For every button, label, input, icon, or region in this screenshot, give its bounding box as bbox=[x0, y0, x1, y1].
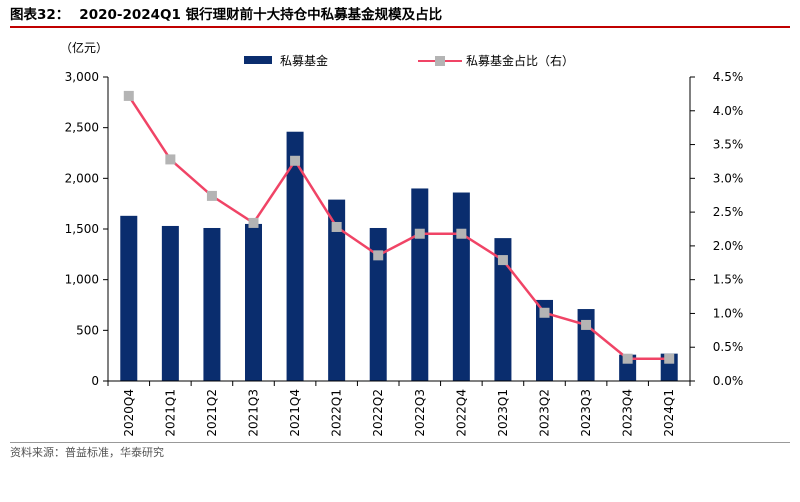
bar bbox=[245, 223, 262, 381]
share-marker bbox=[373, 250, 384, 261]
left-axis-tick-label: 3,000 bbox=[65, 70, 99, 84]
right-axis-tick-label: 3.0% bbox=[713, 171, 744, 185]
left-axis-tick-label: 500 bbox=[76, 323, 99, 337]
share-marker bbox=[165, 154, 176, 165]
left-axis-unit: （亿元） bbox=[60, 40, 108, 55]
right-axis-tick-label: 1.0% bbox=[713, 306, 744, 320]
figure-label: 图表32： bbox=[10, 7, 70, 23]
left-axis-tick-label: 2,000 bbox=[65, 171, 99, 185]
share-marker bbox=[414, 228, 425, 239]
x-axis-tick-label: 2021Q4 bbox=[288, 389, 302, 437]
legend-line-label: 私募基金占比（右） bbox=[466, 53, 574, 68]
bar bbox=[369, 227, 387, 381]
right-axis-tick-label: 1.5% bbox=[713, 273, 744, 287]
bar bbox=[120, 215, 138, 381]
share-marker bbox=[248, 217, 259, 228]
bar bbox=[161, 225, 179, 381]
right-axis-tick-label: 0.0% bbox=[713, 374, 744, 388]
x-axis-tick-label: 2024Q1 bbox=[662, 389, 676, 437]
share-marker bbox=[622, 353, 633, 364]
bar bbox=[411, 188, 429, 381]
share-marker bbox=[539, 307, 550, 318]
legend: 私募基金 私募基金占比（右） bbox=[244, 53, 574, 68]
chart: （亿元） 私募基金 私募基金占比（右） 0 500 1,000 1,500 2,000 2… bbox=[60, 40, 744, 437]
x-axis-tick-label: 2023Q3 bbox=[579, 389, 593, 437]
share-marker bbox=[123, 90, 134, 101]
bar bbox=[286, 131, 304, 381]
x-axis-tick-label: 2021Q3 bbox=[247, 389, 261, 437]
x-axis-tick-label: 2023Q2 bbox=[538, 389, 552, 437]
x-axis-tick-label: 2022Q4 bbox=[454, 389, 468, 437]
x-axis-tick-label: 2021Q2 bbox=[205, 389, 219, 437]
right-axis-tick-label: 3.5% bbox=[713, 138, 744, 152]
right-axis-tick-label: 2.5% bbox=[713, 205, 744, 219]
share-marker bbox=[206, 190, 217, 201]
bar bbox=[452, 192, 470, 381]
figure-title: 2020-2024Q1 银行理财前十大持仓中私募基金规模及占比 bbox=[79, 7, 443, 23]
plot-area: 0 500 1,000 1,500 2,000 2,500 3,000 0.0% 0.5% 1.0… bbox=[65, 70, 744, 437]
x-axis-tick-label: 2023Q1 bbox=[496, 389, 510, 437]
x-axis-tick-label: 2021Q1 bbox=[163, 389, 177, 437]
right-axis-tick-label: 2.0% bbox=[713, 239, 744, 253]
bar bbox=[328, 199, 346, 381]
share-marker bbox=[664, 353, 675, 364]
left-axis-tick-label: 2,500 bbox=[65, 121, 99, 135]
share-marker bbox=[497, 255, 508, 266]
right-axis-tick-label: 0.5% bbox=[713, 340, 744, 354]
x-axis-tick-label: 2023Q4 bbox=[621, 389, 635, 437]
figure-title-bar: 图表32： 2020-2024Q1 银行理财前十大持仓中私募基金规模及占比 bbox=[10, 2, 790, 28]
share-marker bbox=[290, 155, 301, 166]
legend-line-marker bbox=[435, 56, 445, 66]
legend-bar-swatch bbox=[244, 56, 272, 64]
bar bbox=[203, 227, 221, 381]
right-axis-tick-label: 4.5% bbox=[713, 70, 744, 84]
x-axis-tick-label: 2022Q1 bbox=[330, 389, 344, 437]
x-axis-tick-label: 2020Q4 bbox=[122, 389, 136, 437]
x-axis-tick-label: 2022Q3 bbox=[413, 389, 427, 437]
left-axis-tick-label: 1,000 bbox=[65, 273, 99, 287]
legend-bar-label: 私募基金 bbox=[280, 53, 328, 68]
share-marker bbox=[331, 221, 342, 232]
x-axis-tick-label: 2022Q2 bbox=[371, 389, 385, 437]
share-marker bbox=[456, 228, 467, 239]
left-axis-tick-label: 0 bbox=[91, 374, 99, 388]
right-axis-tick-label: 4.0% bbox=[713, 104, 744, 118]
bar bbox=[577, 309, 595, 381]
share-marker bbox=[581, 319, 592, 330]
share-line bbox=[127, 95, 670, 360]
source-note: 资料来源：普益标准，华泰研究 bbox=[10, 442, 790, 464]
bar bbox=[536, 299, 553, 381]
left-axis-tick-label: 1,500 bbox=[65, 222, 99, 236]
bar bbox=[494, 238, 512, 381]
